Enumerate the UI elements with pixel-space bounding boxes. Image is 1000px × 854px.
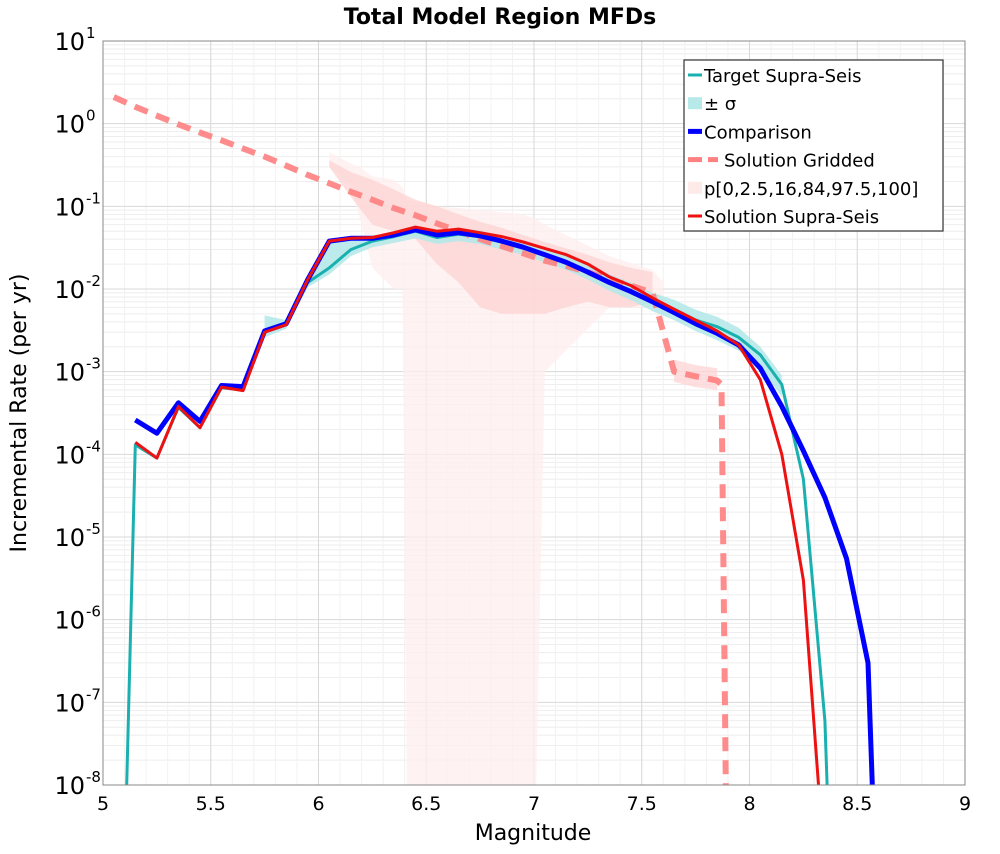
plot-frame: [102, 40, 966, 786]
y-tick-label: 10: [54, 276, 85, 304]
legend-swatch: [688, 181, 702, 194]
y-tick-label: 10: [54, 193, 85, 221]
y-tick-label: 10: [54, 607, 85, 635]
legend-label: Comparison: [704, 122, 812, 143]
y-tick-label: 10: [54, 524, 85, 552]
y-tick-exponent: -3: [86, 355, 101, 373]
legend-label: Target Supra-Seis: [703, 66, 861, 87]
y-tick-label: 10: [54, 28, 85, 56]
y-axis-label: Incremental Rate (per yr): [7, 274, 32, 553]
y-tick-label: 10: [54, 359, 85, 387]
x-tick-label: 5: [97, 793, 109, 815]
legend-box: [683, 59, 944, 232]
y-tick-exponent: -2: [86, 272, 101, 290]
y-tick-exponent: -8: [86, 768, 101, 786]
x-tick-label: 7: [528, 793, 540, 815]
x-tick-label: 5.5: [196, 793, 226, 815]
y-tick-label: 10: [54, 772, 85, 800]
legend-label: ± σ: [704, 94, 736, 115]
y-tick-label: 10: [54, 689, 85, 717]
y-tick-label: 10: [54, 111, 85, 139]
y-tick-label: 10: [54, 441, 85, 469]
x-axis-ticks: 5 5.5 6 6.5 7 7.5 8 8.5 9: [97, 793, 971, 815]
x-tick-label: 8.5: [842, 793, 872, 815]
series-solution-supra-seis: [134, 225, 820, 786]
y-tick-exponent: -5: [86, 520, 101, 538]
chart-title: Total Model Region MFDs: [344, 5, 657, 30]
band-gridded-outer-range: [329, 152, 664, 786]
x-tick-label: 8: [743, 793, 755, 815]
x-tick-label: 6: [312, 793, 324, 815]
x-tick-label: 7.5: [627, 793, 657, 815]
series-solution-gridded: [112, 94, 729, 786]
series-lines: [112, 94, 875, 786]
legend-label: p[0,2.5,16,84,97.5,100]: [704, 179, 918, 200]
x-tick-label: 9: [959, 793, 971, 815]
legend-swatch: [688, 97, 702, 110]
legend-label: Solution Gridded: [724, 151, 875, 172]
legend: Target Supra-Seis ± σ Comparison Solution G…: [683, 59, 944, 232]
y-tick-exponent: -4: [86, 437, 101, 455]
x-axis-label: Magnitude: [475, 821, 592, 846]
y-tick-exponent: 0: [86, 107, 96, 125]
x-tick-label: 6.5: [411, 793, 441, 815]
y-tick-exponent: -7: [86, 685, 101, 703]
y-tick-exponent: 1: [86, 24, 96, 42]
legend-label: Solution Supra-Seis: [704, 207, 879, 228]
y-tick-exponent: -1: [86, 189, 101, 207]
y-tick-exponent: -6: [86, 603, 101, 621]
